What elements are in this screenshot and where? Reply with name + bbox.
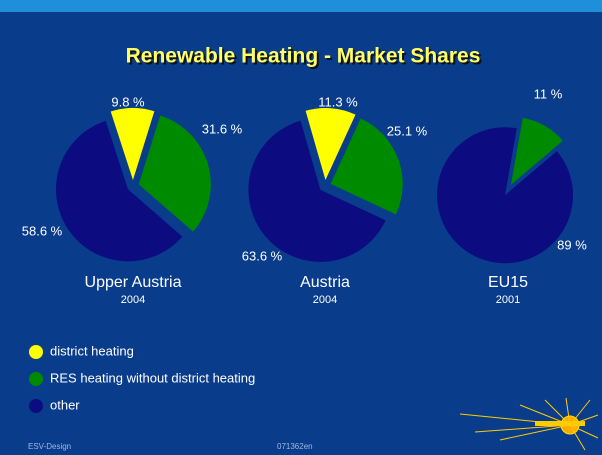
- title-shadow: Renewable Heating - Market Shares: [128, 47, 483, 70]
- value-label: 9.8 %: [111, 94, 145, 109]
- legend-swatch: [29, 399, 43, 413]
- value-label: 11.3 %: [318, 94, 358, 109]
- sun-logo: [459, 397, 599, 451]
- value-label: 25.1 %: [387, 123, 428, 138]
- pie-slice: [437, 127, 574, 264]
- legend-label: district heating: [50, 343, 134, 358]
- top-strip: [0, 0, 602, 12]
- footer-left: ESV-Design: [28, 442, 71, 451]
- value-label: 89 %: [557, 237, 587, 252]
- chart-title: Austria: [300, 274, 350, 291]
- title: Renewable Heating - Market Shares: [126, 45, 481, 68]
- pie-slice: [55, 120, 183, 262]
- footer-center: 071362en: [277, 442, 313, 451]
- chart-title: Upper Austria: [85, 274, 182, 291]
- pie-slice: [248, 120, 386, 262]
- pie-slice: [510, 117, 563, 185]
- chart-subtitle: 2001: [496, 294, 520, 306]
- legend-label: other: [50, 397, 80, 412]
- chart-title: EU15: [488, 274, 528, 291]
- pie-slice: [138, 115, 211, 232]
- legend-label: RES heating without district heating: [50, 370, 255, 385]
- legend-swatch: [29, 372, 43, 386]
- value-label: 58.6 %: [22, 223, 63, 238]
- value-label: 31.6 %: [202, 121, 243, 136]
- value-label: 63.6 %: [242, 248, 283, 263]
- value-label: 11 %: [534, 86, 563, 101]
- pie-slice: [305, 108, 356, 181]
- pie-slice: [110, 108, 155, 181]
- chart-subtitle: 2004: [313, 294, 337, 306]
- chart-subtitle: 2004: [121, 294, 145, 306]
- pie-slice: [330, 118, 403, 215]
- legend-swatch: [29, 345, 43, 359]
